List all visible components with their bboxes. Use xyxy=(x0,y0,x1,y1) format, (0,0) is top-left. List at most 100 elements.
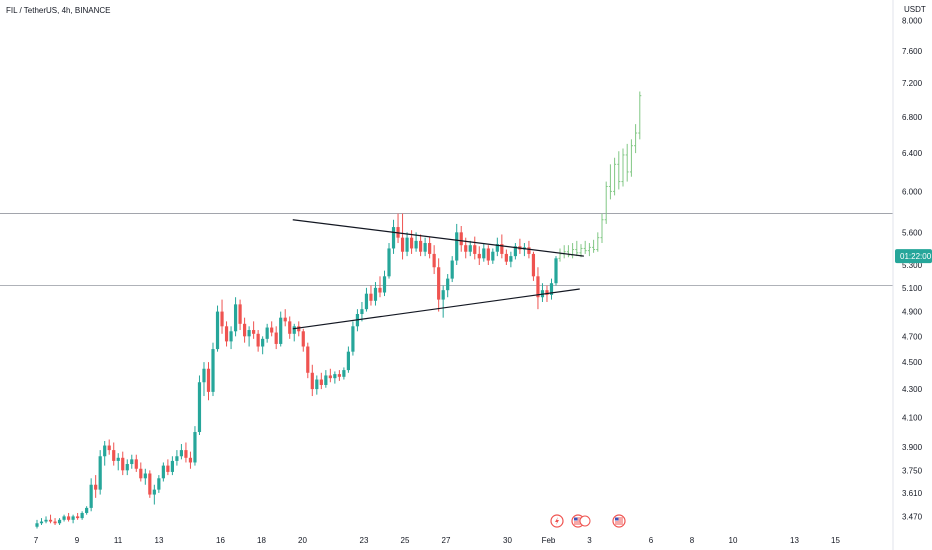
candle-body xyxy=(179,450,184,457)
price-tick-label: 7.200 xyxy=(902,79,923,88)
chart-title: FIL / TetherUS, 4h, BINANCE xyxy=(6,6,110,15)
candle-body xyxy=(161,465,165,479)
candle-body xyxy=(346,351,350,371)
candle-body xyxy=(197,382,202,433)
candle-body xyxy=(139,468,143,479)
price-tick-label: 3.750 xyxy=(902,466,923,475)
candle-body xyxy=(400,237,405,252)
candle-body xyxy=(283,317,287,322)
lower-trendline[interactable] xyxy=(292,288,580,330)
price-tick-label: 7.600 xyxy=(902,47,923,56)
candle-body xyxy=(414,240,418,249)
event-markers[interactable] xyxy=(550,514,626,528)
candle-body xyxy=(310,372,314,390)
candle-body xyxy=(527,247,531,254)
candle-body xyxy=(270,327,274,333)
candle-body xyxy=(184,450,188,458)
candle-body xyxy=(247,330,251,337)
candle-body xyxy=(157,478,161,490)
candle-body xyxy=(238,304,242,324)
candle-body xyxy=(531,253,536,277)
flag-stripe xyxy=(615,519,623,521)
time-tick-label: 18 xyxy=(257,536,266,545)
time-tick-label: 6 xyxy=(649,536,654,545)
candle-body xyxy=(297,326,301,332)
candle-body xyxy=(121,457,125,471)
price-tick-label: 6.800 xyxy=(902,113,923,122)
candle-body xyxy=(428,243,432,254)
price-tick-label: 3.610 xyxy=(902,489,923,498)
candle-body xyxy=(35,523,39,527)
candle-series xyxy=(35,213,558,529)
candle-body xyxy=(459,232,463,246)
candle-body xyxy=(39,521,44,524)
candle-body xyxy=(419,240,423,252)
candle-body xyxy=(504,253,508,262)
candle-body xyxy=(279,317,283,344)
candle-body xyxy=(536,276,540,298)
time-axis[interactable]: 7 9 11 13 16 18 20 23 25 27 30 Feb 3 6 8 10 13 15 xyxy=(34,536,841,545)
candle-body xyxy=(206,368,211,392)
candle-body xyxy=(76,516,80,519)
flag-stripe xyxy=(615,517,623,519)
price-tick-label: 5.600 xyxy=(902,228,923,237)
candle-body xyxy=(220,311,224,327)
candle-body xyxy=(98,456,102,490)
candle-body xyxy=(202,368,206,383)
candle-body xyxy=(143,473,147,479)
flag-stripe xyxy=(574,519,582,521)
price-tick-label: 4.700 xyxy=(902,332,923,341)
candle-body xyxy=(224,326,229,342)
candle-body xyxy=(265,327,269,339)
candle-body xyxy=(364,293,369,310)
flag-canton xyxy=(574,517,578,521)
candle-body xyxy=(306,346,310,373)
us-flag-icon[interactable] xyxy=(571,514,591,528)
candle-body xyxy=(62,516,66,520)
candle-body xyxy=(103,445,107,457)
flag-stripe xyxy=(574,521,582,523)
candle-body xyxy=(545,290,549,295)
candle-body xyxy=(482,248,486,259)
time-tick-label: 30 xyxy=(503,536,512,545)
candle-body xyxy=(215,311,220,350)
price-axis[interactable]: 3.470 3.610 3.750 3.900 4.100 4.300 4.500 4.700… xyxy=(895,17,932,522)
candle-body xyxy=(243,323,247,337)
time-tick-label: 8 xyxy=(690,536,695,545)
candle-body xyxy=(188,457,193,463)
price-tick-label: 5.100 xyxy=(902,284,923,293)
trendlines[interactable] xyxy=(292,219,584,330)
marker-ring xyxy=(612,514,626,528)
time-tick-label: 16 xyxy=(216,536,225,545)
us-flag-icon[interactable] xyxy=(612,514,626,528)
time-tick-label: Feb xyxy=(542,536,556,545)
candle-body xyxy=(211,349,215,392)
candle-body xyxy=(130,459,134,465)
candle-body xyxy=(256,333,260,347)
candle-body xyxy=(554,258,558,284)
time-tick-label: 7 xyxy=(34,536,39,545)
candle-body xyxy=(328,375,332,379)
candle-body xyxy=(391,227,396,249)
candle-body xyxy=(71,516,75,520)
upper-trendline[interactable] xyxy=(292,219,584,257)
candle-body xyxy=(351,326,355,352)
flag-stripe xyxy=(574,523,582,525)
flag-stripe xyxy=(615,521,623,523)
candle-body xyxy=(387,248,391,277)
candle-body xyxy=(288,321,292,334)
candle-body xyxy=(382,276,387,293)
candle-body xyxy=(441,290,445,300)
price-levels xyxy=(0,0,894,550)
candle-body xyxy=(80,512,84,519)
candle-body xyxy=(468,245,472,252)
candle-body xyxy=(152,489,156,495)
candle-body xyxy=(261,338,265,347)
price-tick-label: 3.900 xyxy=(902,443,923,452)
candle-body xyxy=(274,332,278,344)
candle-body xyxy=(44,519,48,522)
candle-body xyxy=(477,253,481,259)
flash-icon[interactable] xyxy=(550,514,564,528)
candle-body xyxy=(360,309,364,315)
